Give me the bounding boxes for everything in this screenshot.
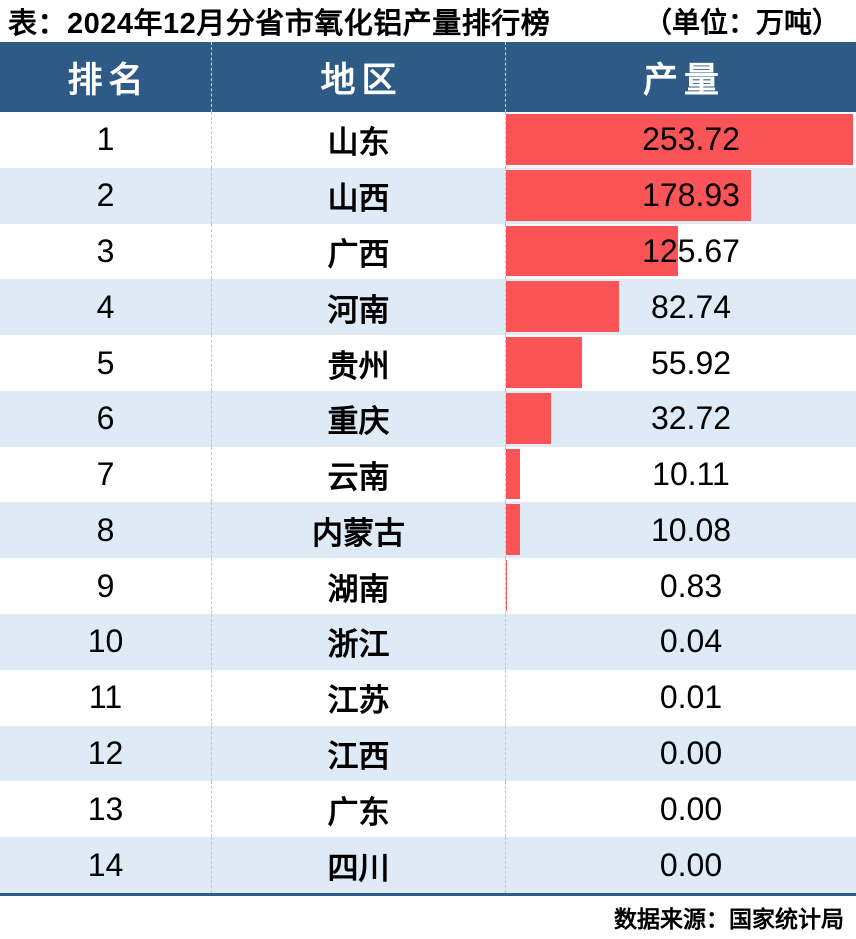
footer: 数据来源：国家统计局 — [0, 892, 856, 939]
table-row: 6 重庆 32.72 — [0, 390, 856, 447]
table-row: 14 四川 0.00 — [0, 837, 856, 893]
production-cell: 0.00 — [506, 726, 856, 782]
region-cell: 江西 — [212, 725, 506, 782]
production-cell: 0.01 — [506, 670, 856, 726]
rank-cell: 10 — [0, 614, 212, 670]
page-title: 表：2024年12月分省市氧化铝产量排行榜 — [8, 8, 551, 40]
production-value: 32.72 — [650, 400, 732, 437]
production-value: 55.92 — [650, 344, 732, 381]
data-source-label: 数据来源：国家统计局 — [614, 906, 844, 933]
production-value: 0.00 — [659, 790, 723, 827]
production-bar — [506, 504, 520, 556]
table-row: 7 云南 10.11 — [0, 446, 856, 503]
rank-cell: 13 — [0, 781, 212, 838]
table-row: 13 广东 0.00 — [0, 781, 856, 838]
region-cell: 江苏 — [212, 669, 506, 726]
rank-cell: 2 — [0, 167, 212, 224]
production-cell: 10.08 — [506, 502, 856, 558]
region-cell: 广东 — [212, 781, 506, 838]
region-cell: 广西 — [212, 223, 506, 280]
table-row: 5 贵州 55.92 — [0, 335, 856, 391]
rank-cell: 11 — [0, 669, 212, 726]
region-cell: 河南 — [212, 279, 506, 336]
production-bar — [506, 281, 620, 333]
table-row: 3 广西 125.67 — [0, 223, 856, 280]
region-cell: 云南 — [212, 446, 506, 503]
rank-cell: 14 — [0, 837, 212, 893]
table-body: 1 山东 253.72 2 山西 178.93 3 广西 125.67 4 河南… — [0, 112, 856, 893]
production-cell: 0.83 — [506, 558, 856, 614]
production-bar — [506, 337, 583, 388]
production-cell: 55.92 — [506, 335, 856, 391]
production-cell: 253.72 — [506, 112, 856, 168]
table-row: 2 山西 178.93 — [0, 167, 856, 224]
production-bar — [506, 225, 678, 277]
production-bar — [506, 448, 520, 500]
region-cell: 重庆 — [212, 390, 506, 447]
rank-cell: 8 — [0, 502, 212, 559]
production-bar — [506, 114, 853, 165]
production-cell: 82.74 — [506, 279, 856, 335]
production-cell: 0.00 — [506, 837, 856, 893]
table-row: 11 江苏 0.01 — [0, 669, 856, 726]
production-cell: 32.72 — [506, 391, 856, 447]
production-value: 178.93 — [642, 177, 740, 214]
production-cell: 0.00 — [506, 781, 856, 837]
rank-cell: 4 — [0, 279, 212, 336]
rank-cell: 6 — [0, 390, 212, 447]
table-row: 9 湖南 0.83 — [0, 558, 856, 615]
header-rank: 排名 — [0, 42, 212, 112]
table-row: 4 河南 82.74 — [0, 279, 856, 336]
rank-cell: 12 — [0, 725, 212, 782]
production-bar — [506, 392, 551, 444]
title-bar: 表：2024年12月分省市氧化铝产量排行榜 （单位：万吨） — [0, 0, 856, 42]
table-row: 10 浙江 0.04 — [0, 614, 856, 670]
rank-cell: 1 — [0, 112, 212, 168]
region-cell: 内蒙古 — [212, 502, 506, 559]
rank-cell: 9 — [0, 558, 212, 615]
production-cell: 0.04 — [506, 614, 856, 670]
production-value: 0.00 — [659, 846, 723, 883]
region-cell: 浙江 — [212, 614, 506, 670]
production-value: 10.08 — [650, 511, 732, 548]
production-cell: 178.93 — [506, 168, 856, 224]
header-production: 产量 — [642, 60, 725, 100]
region-cell: 山东 — [212, 112, 506, 168]
production-value: 82.74 — [650, 288, 732, 325]
production-value: 125.67 — [642, 232, 740, 269]
region-cell: 湖南 — [212, 558, 506, 615]
production-value: 10.11 — [652, 456, 730, 493]
region-cell: 四川 — [212, 837, 506, 893]
production-bar — [506, 169, 751, 221]
region-cell: 贵州 — [212, 335, 506, 391]
production-value: 253.72 — [642, 121, 740, 158]
production-value: 0.83 — [659, 567, 723, 604]
production-cell: 10.11 — [506, 447, 856, 503]
table-row: 8 内蒙古 10.08 — [0, 502, 856, 559]
table-header: 排名 地区 产量 — [0, 42, 856, 112]
production-value: 0.04 — [659, 623, 723, 660]
rank-cell: 5 — [0, 335, 212, 391]
region-cell: 山西 — [212, 167, 506, 224]
production-bar — [506, 560, 508, 612]
header-region: 地区 — [212, 42, 506, 112]
production-value: 0.01 — [659, 679, 723, 716]
production-cell: 125.67 — [506, 224, 856, 280]
table-row: 1 山东 253.72 — [0, 112, 856, 168]
table-row: 12 江西 0.00 — [0, 725, 856, 782]
rank-cell: 3 — [0, 223, 212, 280]
unit-label: （单位：万吨） — [643, 7, 840, 38]
rank-cell: 7 — [0, 446, 212, 503]
production-value: 0.00 — [659, 734, 723, 771]
